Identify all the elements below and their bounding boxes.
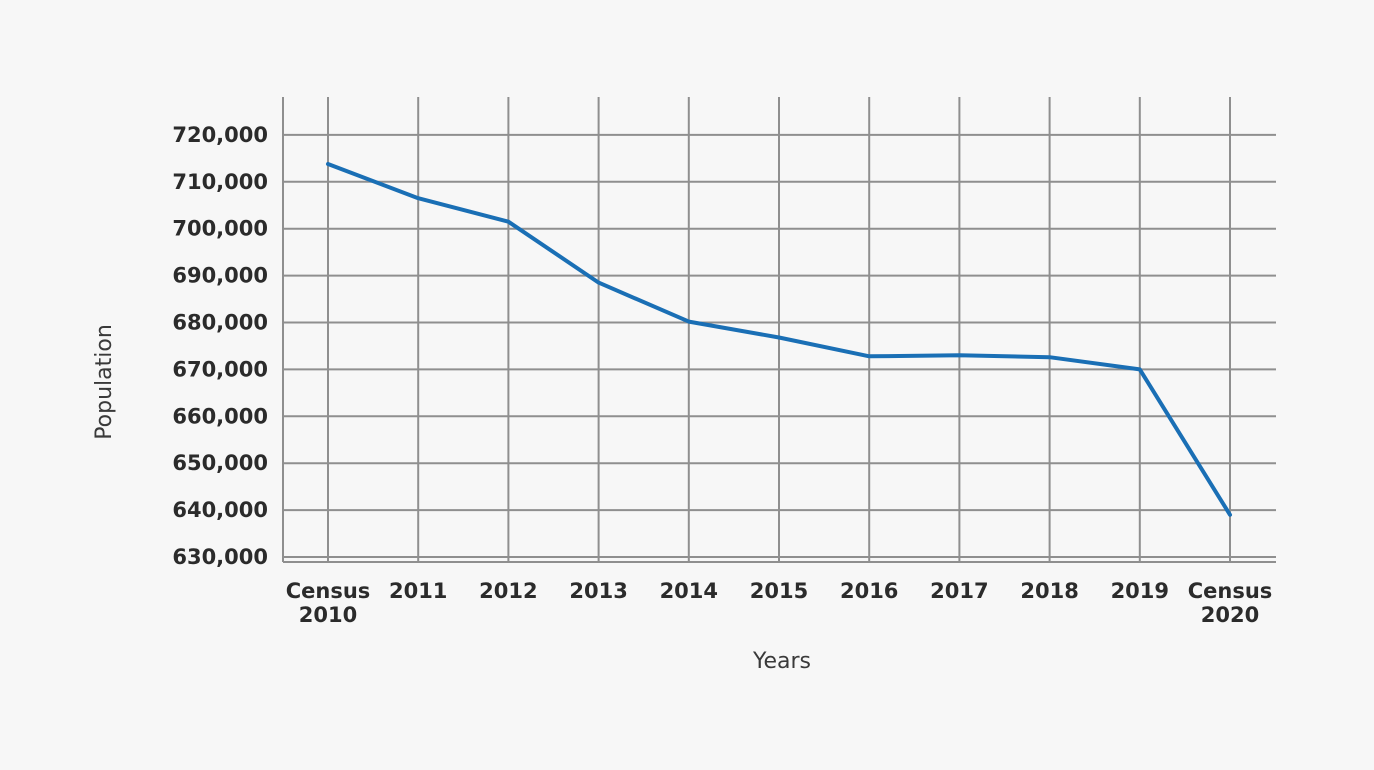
y-axis-label: Population	[92, 324, 117, 440]
x-tick-label: 2018	[1020, 579, 1078, 603]
y-tick-label: 700,000	[172, 217, 268, 241]
x-tick-label: 2015	[750, 579, 808, 603]
y-tick-label: 670,000	[172, 357, 268, 381]
x-tick-label: Census	[1188, 579, 1273, 603]
x-tick-label: 2017	[930, 579, 988, 603]
x-tick-label: 2011	[389, 579, 447, 603]
y-tick-label: 630,000	[172, 545, 268, 569]
x-tick-label: 2014	[660, 579, 718, 603]
x-tick-label: 2020	[1201, 603, 1259, 627]
x-tick-label: 2010	[299, 603, 357, 627]
series-layer	[326, 162, 1232, 517]
y-tick-label: 680,000	[172, 311, 268, 335]
y-tick-label: 660,000	[172, 404, 268, 428]
y-axis-ticks: 630,000 640,000 650,000 660,000 670,000 680,0…	[172, 123, 268, 569]
y-tick-label: 690,000	[172, 264, 268, 288]
chart-grid	[282, 97, 1276, 563]
x-tick-label: 2019	[1111, 579, 1169, 603]
y-tick-label: 640,000	[172, 498, 268, 522]
y-tick-label: 720,000	[172, 123, 268, 147]
x-tick-label: Census	[286, 579, 371, 603]
y-tick-label: 710,000	[172, 170, 268, 194]
x-axis-label: Years	[752, 649, 811, 674]
y-tick-label: 650,000	[172, 451, 268, 475]
x-tick-label: 2013	[569, 579, 627, 603]
x-tick-label: 2016	[840, 579, 898, 603]
x-tick-label: 2012	[479, 579, 537, 603]
